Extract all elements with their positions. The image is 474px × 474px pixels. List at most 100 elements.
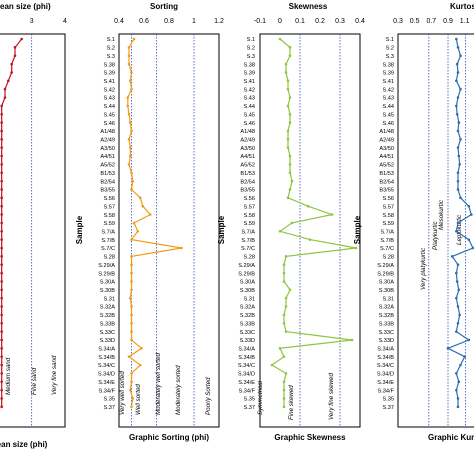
kurtosis-sample-label: S.7/C bbox=[380, 246, 394, 252]
sorting-sample-label: S.32B bbox=[100, 313, 116, 319]
sorting-data-point bbox=[132, 37, 136, 41]
sorting-tick-label: 1 bbox=[192, 18, 196, 25]
sorting-data-point bbox=[130, 87, 133, 91]
sorting-sample-label: S.46 bbox=[103, 121, 115, 127]
kurtosis-data-point bbox=[455, 79, 458, 83]
mean-size-data-point bbox=[0, 263, 3, 267]
kurtosis-data-point bbox=[455, 280, 459, 283]
kurtosis-sample-label: S.34/A bbox=[377, 347, 394, 353]
sorting-data-point bbox=[127, 138, 131, 141]
skewness-tick-label: 0.3 bbox=[335, 18, 345, 25]
sorting-data-point bbox=[130, 405, 133, 409]
skewness-data-point bbox=[288, 163, 292, 166]
skewness-sample-label: S.32B bbox=[240, 313, 256, 319]
kurtosis-sample-label: S.30A bbox=[379, 280, 395, 286]
kurtosis-data-point bbox=[456, 96, 460, 99]
skewness-data-point bbox=[354, 246, 358, 250]
sorting-data-point bbox=[128, 388, 132, 392]
kurtosis-sample-label: S.56 bbox=[382, 196, 394, 202]
kurtosis-ticks: 0.30.50.70.91.11.3 bbox=[393, 18, 470, 25]
sorting-data-point bbox=[130, 71, 133, 74]
panel-skewness: Skewness -0.1 0 0.1 0.2 0.3 0.4 Sample S.1 S.2… bbox=[217, 2, 365, 442]
kurtosis-sample-label: S.34/B bbox=[377, 355, 394, 361]
sorting-sample-label: B2/54 bbox=[100, 179, 115, 185]
mean-size-data-point bbox=[3, 96, 7, 99]
kurtosis-sample-label: A1/48 bbox=[379, 129, 394, 135]
sorting-sample-label: S.33B bbox=[100, 321, 116, 327]
sorting-sample-label: S.57 bbox=[103, 204, 115, 210]
sorting-zone-label: Very well sorted bbox=[119, 371, 126, 415]
kurtosis-data-point bbox=[456, 321, 460, 325]
skewness-data-point bbox=[286, 138, 290, 141]
kurtosis-sample-label: S.35 bbox=[382, 397, 394, 403]
kurtosis-data-point bbox=[456, 405, 460, 409]
mean-size-data-point bbox=[0, 246, 3, 250]
kurtosis-series bbox=[446, 37, 474, 409]
skewness-sample-label: S.1 bbox=[247, 37, 255, 43]
sorting-series bbox=[126, 37, 183, 409]
skewness-sample-label: S.38 bbox=[243, 62, 255, 68]
kurtosis-sample-label: A3/50 bbox=[379, 146, 394, 152]
mean-size-data-point bbox=[0, 305, 3, 308]
skewness-sample-label: S.34/A bbox=[238, 347, 255, 353]
kurtosis-data-point bbox=[471, 246, 474, 250]
skewness-sample-label: S.31 bbox=[243, 296, 255, 302]
sorting-data-point bbox=[127, 355, 131, 358]
sorting-data-point bbox=[130, 280, 133, 283]
skewness-data-point bbox=[282, 397, 286, 400]
sorting-sample-label: S.59 bbox=[103, 221, 115, 227]
skewness-data-point bbox=[286, 146, 290, 149]
kurtosis-data-point bbox=[459, 138, 462, 141]
mean-size-ticks: 234 bbox=[0, 18, 67, 25]
skewness-sample-label: S.45 bbox=[243, 112, 255, 118]
sorting-sample-label: S.34/C bbox=[98, 363, 115, 369]
skewness-sample-label: S.29/A bbox=[238, 263, 255, 269]
skewness-data-point bbox=[288, 112, 292, 116]
skewness-sample-label: S.42 bbox=[243, 87, 255, 93]
skewness-data-point bbox=[308, 238, 312, 241]
skewness-sample-label: S.34/E bbox=[238, 380, 255, 386]
kurtosis-data-point bbox=[455, 112, 459, 116]
skewness-tick-label: 0.2 bbox=[315, 18, 325, 25]
kurtosis-sample-label: B2/54 bbox=[379, 179, 394, 185]
mean-size-data-point bbox=[0, 179, 3, 183]
kurtosis-data-point bbox=[457, 121, 461, 124]
kurtosis-tick-label: 0.3 bbox=[393, 18, 403, 25]
sorting-y-label: Sample bbox=[75, 215, 84, 244]
sorting-data-point bbox=[128, 79, 132, 83]
panel-sorting: Sorting 0.4 0.6 0.8 1 1.2 Sample S.1S.2S.3S.… bbox=[75, 2, 224, 442]
kurtosis-data-point bbox=[455, 229, 458, 233]
mean-size-data-point bbox=[0, 321, 3, 325]
skewness-data-point bbox=[282, 355, 286, 358]
kurtosis-data-point bbox=[456, 129, 460, 133]
sorting-data-point bbox=[131, 397, 135, 400]
kurtosis-sample-label: S.28 bbox=[382, 255, 394, 261]
skewness-data-point bbox=[278, 229, 282, 233]
kurtosis-sample-label: S.38 bbox=[382, 62, 394, 68]
kurtosis-sample-label: S.7/A bbox=[380, 229, 394, 235]
sorting-data-point bbox=[130, 321, 133, 325]
skewness-data-point bbox=[282, 380, 286, 384]
sorting-data-point bbox=[141, 204, 145, 208]
kurtosis-data-point bbox=[456, 171, 460, 175]
kurtosis-sample-label: S.1 bbox=[386, 37, 394, 43]
mean-size-data-point bbox=[0, 171, 3, 175]
mean-size-zones: Medium sand Fine sand Very fine sand bbox=[5, 34, 58, 427]
skewness-data-point bbox=[282, 321, 286, 325]
mean-size-zone-label: Medium sand bbox=[5, 357, 12, 395]
kurtosis-sample-label: S.58 bbox=[382, 213, 394, 219]
skewness-data-point bbox=[278, 347, 282, 350]
sorting-data-point bbox=[130, 271, 133, 275]
mean-size-data-point bbox=[0, 221, 3, 225]
skewness-sample-label: S.35 bbox=[243, 397, 255, 403]
sorting-sample-label: S.30A bbox=[100, 280, 116, 286]
mean-size-data-point bbox=[0, 338, 3, 342]
sorting-data-point bbox=[136, 229, 140, 233]
kurtosis-sample-label: S.32B bbox=[379, 313, 395, 319]
kurtosis-sample-label: B3/55 bbox=[379, 188, 394, 194]
skewness-zones: Symmetrical Fine skewed Very fine skewed bbox=[257, 34, 341, 427]
skewness-data-point bbox=[330, 213, 334, 216]
skewness-sample-label: S.28 bbox=[243, 255, 255, 261]
sorting-sample-label: S.32A bbox=[100, 305, 116, 311]
